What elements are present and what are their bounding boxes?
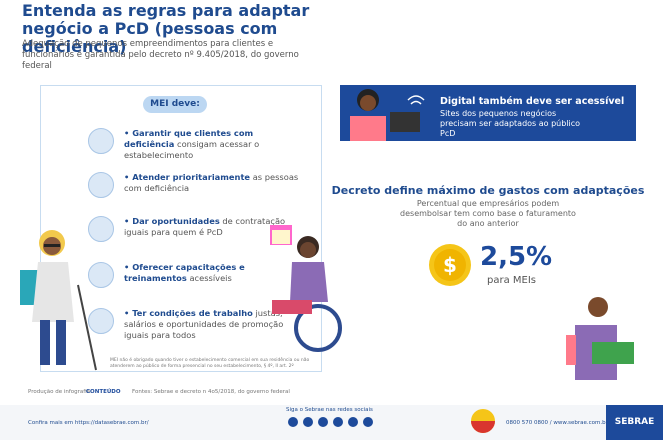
decree-value: 2,5%	[480, 242, 553, 272]
item: • Garantir que clientes com deficiência …	[124, 128, 299, 161]
item-bold: • Ter condições de trabalho	[124, 308, 253, 318]
item-text: justas, salários e oportunidades de prom…	[124, 308, 284, 340]
sources: Fontes: Sebrae e decreto n 4o5/2018, do …	[132, 389, 290, 395]
contact: 0800 570 0800 / www.sebrae.com.br	[506, 420, 608, 426]
item: • Oferecer capacitações e treinamentos a…	[124, 262, 299, 284]
item: • Dar oportunidades de contratação iguai…	[124, 216, 299, 238]
item-icon	[88, 262, 114, 288]
item-icon	[88, 172, 114, 198]
item-icon	[88, 128, 114, 154]
item: • Atender prioritariamente as pessoas co…	[124, 172, 299, 194]
digital-title: Digital também deve ser acessível	[440, 96, 625, 107]
digital-illustration	[350, 89, 425, 141]
decree-title: Decreto define máximo de gastos com adap…	[331, 184, 645, 197]
footer-link[interactable]: Confira mais em https://datasebrae.com.b…	[28, 420, 149, 426]
social-icon[interactable]	[288, 417, 298, 427]
item-icon	[88, 308, 114, 334]
production: Produção de infografia:	[28, 389, 92, 395]
decree-label: para MEIs	[487, 275, 536, 286]
item-bold: • Oferecer capacitações e treinamentos	[124, 262, 245, 283]
item-icon	[88, 216, 114, 242]
item-bold: • Garantir que clientes com deficiência	[124, 128, 254, 149]
item-text: de contratação iguais para quem é PcD	[124, 216, 286, 237]
title: Entenda as regras para adaptar negócio a…	[22, 1, 310, 56]
subtitle: Adequação de pequenos empreendimentos pa…	[22, 39, 299, 71]
social-icon[interactable]	[363, 417, 373, 427]
social-icon[interactable]	[303, 417, 313, 427]
social-label: Siga o Sebrae nas redes sociais	[286, 407, 373, 413]
social-icon[interactable]	[318, 417, 328, 427]
item-text: consigam acessar o estabelecimento	[124, 139, 260, 160]
item-text: as pessoas com deficiência	[124, 172, 299, 193]
brand: SEBRAE	[606, 405, 663, 440]
svg-text:$: $	[443, 253, 457, 277]
badge: MEI deve:	[143, 96, 207, 113]
footer-bar	[0, 405, 663, 440]
item-bold: • Atender prioritariamente	[124, 172, 251, 182]
digital-text: Sites dos pequenos negócios precisam ser…	[440, 109, 581, 138]
decree-text: Percentual que empresários podem desembo…	[400, 199, 576, 228]
item-text: acessíveis	[189, 273, 232, 283]
digital-banner	[340, 85, 636, 141]
mei-logo	[471, 409, 495, 433]
producer: CONTEÚDO	[86, 389, 121, 395]
item-bold: • Dar oportunidades	[124, 216, 220, 226]
social-icon[interactable]	[333, 417, 343, 427]
social-icon[interactable]	[348, 417, 358, 427]
item: • Ter condições de trabalho justas, salá…	[124, 308, 299, 341]
note: MEI não é obrigado quando tiver o estabe…	[110, 358, 310, 369]
obligations-box	[40, 85, 322, 372]
